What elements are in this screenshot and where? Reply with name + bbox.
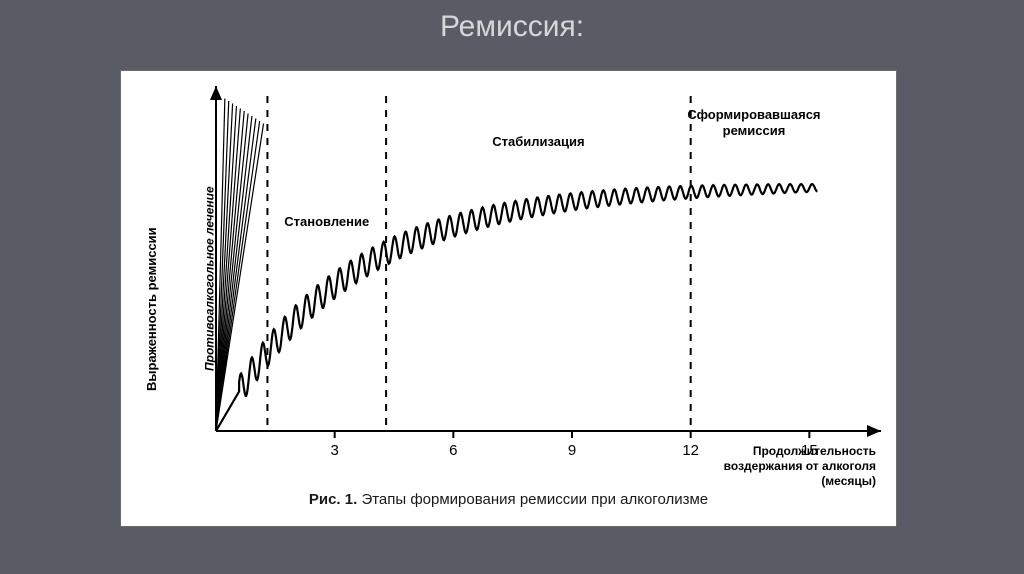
svg-text:(месяцы): (месяцы) [821, 474, 876, 488]
svg-text:Становление: Становление [284, 214, 369, 229]
svg-text:6: 6 [449, 442, 457, 459]
chart-frame: 3691215Продолжительностьвоздержания от а… [120, 70, 897, 527]
svg-text:Выраженность ремиссии: Выраженность ремиссии [144, 227, 159, 391]
svg-text:ремиссия: ремиссия [723, 123, 786, 138]
caption-text: Этапы формирования ремиссии при алкоголи… [361, 491, 708, 508]
svg-text:Сформировавшаяся: Сформировавшаяся [687, 107, 820, 122]
caption-prefix: Рис. 1. [309, 491, 357, 508]
svg-text:3: 3 [330, 442, 338, 459]
svg-text:Продолжительность: Продолжительность [753, 444, 876, 458]
chart-caption: Рис. 1. Этапы формирования ремиссии при … [121, 491, 896, 508]
svg-text:воздержания от алкоголя: воздержания от алкоголя [724, 459, 876, 473]
svg-text:Противоалкогольное лечение: Противоалкогольное лечение [203, 186, 217, 371]
slide-title: Ремиссия: [0, 10, 1024, 44]
svg-text:Стабилизация: Стабилизация [492, 134, 584, 149]
slide-root: Ремиссия: 3691215Продолжительностьвоздер… [0, 0, 1024, 574]
chart-svg: 3691215Продолжительностьвоздержания от а… [121, 71, 896, 526]
svg-text:12: 12 [682, 442, 699, 459]
svg-text:9: 9 [568, 442, 576, 459]
